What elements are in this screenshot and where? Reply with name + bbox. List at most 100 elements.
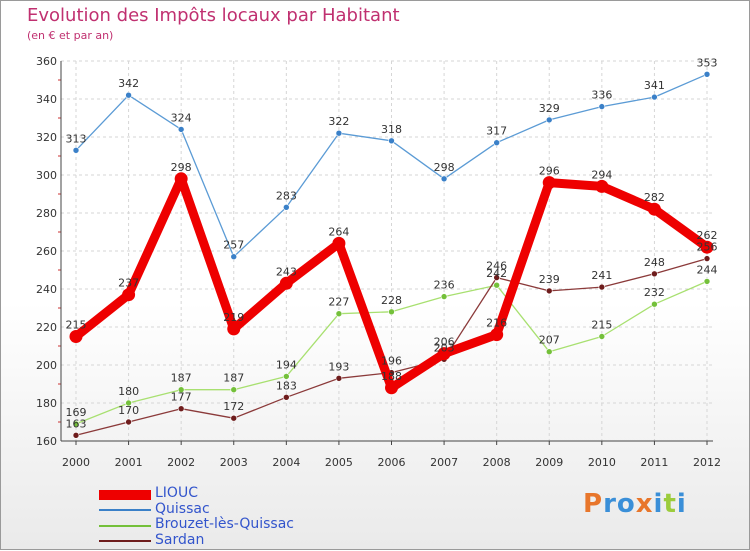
logo-letter: o (616, 489, 636, 519)
data-point (177, 405, 185, 413)
data-label: 215 (591, 319, 612, 332)
data-point (703, 255, 711, 262)
data-point (700, 240, 714, 254)
x-tick-label: 2008 (483, 456, 511, 469)
x-tick-label: 2007 (430, 456, 458, 469)
x-tick-label: 2002 (167, 456, 195, 469)
logo-letter: t (663, 489, 677, 519)
y-tick-label: 220 (36, 321, 57, 334)
proxiti-logo: Proxiti (583, 489, 687, 519)
data-label: 216 (486, 317, 507, 330)
data-point (335, 129, 343, 137)
x-tick-label: 2005 (325, 456, 353, 469)
data-point (385, 381, 398, 395)
data-point (545, 287, 553, 295)
data-point (125, 399, 132, 407)
y-tick-label: 340 (36, 93, 57, 106)
data-label: 180 (118, 385, 139, 398)
y-tick-label: 300 (36, 169, 57, 182)
x-tick-label: 2001 (115, 456, 143, 469)
chart-title: Evolution des Impôts locaux par Habitant (27, 5, 400, 26)
data-point (72, 420, 80, 428)
data-point (493, 274, 500, 281)
data-point (177, 126, 185, 133)
data-point (703, 71, 711, 78)
data-point (651, 270, 658, 278)
series-liouc (69, 172, 714, 395)
data-label: 256 (697, 241, 718, 254)
data-label: 236 (434, 279, 455, 292)
data-label: 353 (697, 56, 718, 69)
data-label: 187 (171, 372, 192, 385)
data-label: 163 (66, 417, 87, 430)
data-point (283, 393, 290, 401)
data-label: 248 (644, 256, 665, 269)
data-point (598, 103, 606, 110)
data-point (437, 347, 451, 361)
data-point (230, 414, 238, 422)
series-brouzet-l-s-quissac (72, 278, 711, 428)
data-label: 183 (276, 379, 297, 392)
x-tick-label: 2011 (640, 456, 668, 469)
data-label: 196 (381, 355, 402, 368)
y-tick-label: 260 (36, 245, 57, 258)
data-label: 296 (539, 165, 560, 178)
data-label: 318 (381, 123, 402, 136)
legend-label: Sardan (155, 531, 205, 548)
data-label: 193 (328, 360, 349, 373)
data-label: 317 (486, 125, 507, 138)
data-label: 329 (539, 102, 560, 115)
data-label: 324 (171, 111, 192, 124)
data-point (174, 172, 188, 186)
data-point (230, 386, 238, 394)
data-label: 172 (223, 400, 244, 413)
data-point (69, 330, 83, 343)
data-point (542, 176, 556, 190)
data-point (595, 179, 609, 193)
data-label: 313 (66, 132, 87, 145)
logo-letter: x (635, 489, 654, 519)
data-label: 243 (276, 265, 297, 278)
data-point (490, 328, 504, 342)
legend-label: Brouzet-lès-Quissac (155, 516, 295, 532)
data-label: 215 (66, 319, 87, 332)
y-tick-label: 360 (36, 55, 57, 68)
x-tick-label: 2009 (535, 456, 563, 469)
data-label: 246 (486, 260, 507, 273)
logo-letter: i (676, 489, 687, 519)
data-point (122, 288, 136, 302)
data-point (125, 91, 132, 99)
data-point (335, 374, 343, 382)
data-label: 283 (276, 189, 297, 202)
data-point (177, 386, 185, 394)
series-quissac (72, 71, 711, 260)
x-tick-label: 2004 (272, 456, 300, 469)
y-tick-label: 320 (36, 131, 57, 144)
data-label: 203 (434, 341, 455, 354)
data-point (545, 116, 553, 124)
data-point (283, 373, 290, 380)
data-point (598, 333, 606, 340)
axes: 160 180 200 220 240 260 280 300 320 340 360 2000 200… (36, 55, 721, 469)
data-label: 262 (697, 229, 718, 242)
data-label: 206 (434, 336, 455, 349)
data-label: 188 (381, 370, 402, 383)
x-tick-label: 2010 (588, 456, 616, 469)
logo-letter: P (583, 489, 604, 519)
data-point (227, 322, 241, 336)
data-point (335, 310, 343, 318)
data-label: 177 (171, 391, 192, 404)
data-label: 170 (118, 404, 139, 417)
logo-letter: i (653, 489, 664, 519)
x-tick-label: 2000 (62, 456, 90, 469)
data-label: 342 (118, 77, 139, 90)
series-layer (69, 71, 714, 439)
legend-label: Quissac (155, 500, 210, 517)
data-point (493, 281, 500, 289)
data-label: 282 (644, 191, 665, 204)
data-label: 322 (328, 115, 349, 128)
data-point (125, 418, 132, 426)
data-point (703, 278, 711, 285)
